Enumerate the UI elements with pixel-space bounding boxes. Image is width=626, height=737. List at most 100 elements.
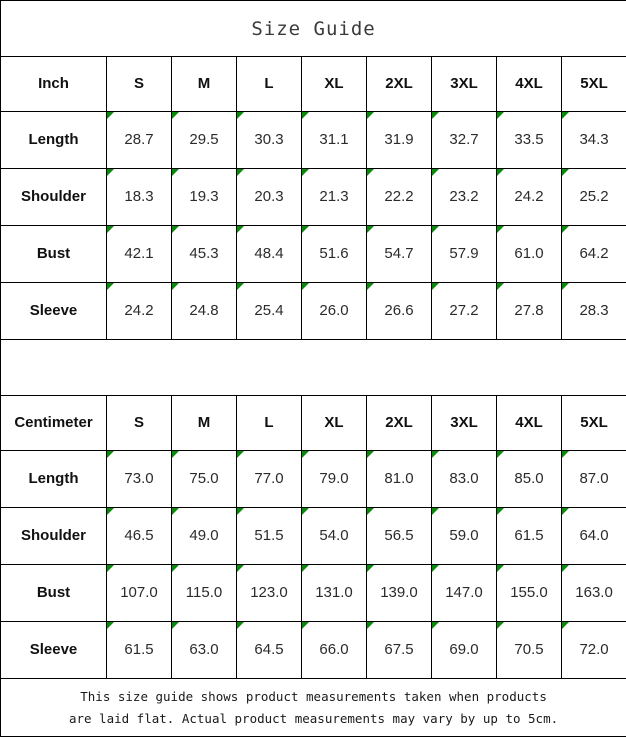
data-cell: 64.0 <box>562 508 626 565</box>
comment-marker-icon <box>497 451 504 458</box>
note-row: This size guide shows product measuremen… <box>1 679 626 737</box>
size-label-m: M <box>198 75 211 92</box>
cell-value: 23.2 <box>449 188 478 205</box>
data-cell: 163.0 <box>562 565 626 622</box>
comment-marker-icon <box>237 283 244 290</box>
comment-marker-icon <box>237 169 244 176</box>
row-label-cell: Shoulder <box>1 169 107 226</box>
data-cell: 67.5 <box>367 622 432 679</box>
cell-value: 63.0 <box>189 641 218 658</box>
data-cell: 29.5 <box>172 112 237 169</box>
comment-marker-icon <box>302 451 309 458</box>
data-cell: 70.5 <box>497 622 562 679</box>
comment-marker-icon <box>497 226 504 233</box>
data-cell: 63.0 <box>172 622 237 679</box>
cell-value: 85.0 <box>514 470 543 487</box>
comment-marker-icon <box>237 112 244 119</box>
inch-size-header-xl: XL <box>302 57 367 112</box>
comment-marker-icon <box>432 169 439 176</box>
comment-marker-icon <box>432 226 439 233</box>
row-label: Length <box>29 131 79 148</box>
comment-marker-icon <box>562 451 569 458</box>
cell-value: 73.0 <box>124 470 153 487</box>
cell-value: 24.2 <box>514 188 543 205</box>
size-label-xl: XL <box>324 414 343 431</box>
page-title: Size Guide <box>251 18 375 40</box>
data-cell: 27.2 <box>432 283 497 340</box>
table-row: Bust 107.0 115.0 123.0 131.0 139.0 147.0… <box>1 565 626 622</box>
cell-value: 147.0 <box>445 584 483 601</box>
cell-value: 48.4 <box>254 245 283 262</box>
data-cell: 69.0 <box>432 622 497 679</box>
cell-value: 25.4 <box>254 302 283 319</box>
row-label-cell: Length <box>1 112 107 169</box>
data-cell: 19.3 <box>172 169 237 226</box>
comment-marker-icon <box>107 169 114 176</box>
title-row: Size Guide <box>1 1 626 57</box>
row-label: Shoulder <box>21 527 86 544</box>
cell-value: 56.5 <box>384 527 413 544</box>
table-row: Sleeve 61.5 63.0 64.5 66.0 67.5 69.0 70.… <box>1 622 626 679</box>
comment-marker-icon <box>432 451 439 458</box>
inch-size-header-l: L <box>237 57 302 112</box>
data-cell: 20.3 <box>237 169 302 226</box>
cell-value: 29.5 <box>189 131 218 148</box>
data-cell: 56.5 <box>367 508 432 565</box>
data-cell: 28.3 <box>562 283 626 340</box>
cell-value: 72.0 <box>579 641 608 658</box>
cell-value: 59.0 <box>449 527 478 544</box>
cell-value: 21.3 <box>319 188 348 205</box>
cell-value: 54.7 <box>384 245 413 262</box>
data-cell: 31.1 <box>302 112 367 169</box>
cm-size-header-xl: XL <box>302 396 367 451</box>
table-row: Length 73.0 75.0 77.0 79.0 81.0 83.0 85.… <box>1 451 626 508</box>
cell-value: 28.3 <box>579 302 608 319</box>
comment-marker-icon <box>562 226 569 233</box>
cell-value: 61.5 <box>514 527 543 544</box>
cell-value: 81.0 <box>384 470 413 487</box>
comment-marker-icon <box>562 565 569 572</box>
data-cell: 64.5 <box>237 622 302 679</box>
comment-marker-icon <box>562 622 569 629</box>
data-cell: 34.3 <box>562 112 626 169</box>
data-cell: 83.0 <box>432 451 497 508</box>
data-cell: 61.5 <box>107 622 172 679</box>
comment-marker-icon <box>237 508 244 515</box>
size-label-5xl: 5XL <box>580 75 608 92</box>
cell-value: 19.3 <box>189 188 218 205</box>
comment-marker-icon <box>562 508 569 515</box>
comment-marker-icon <box>237 622 244 629</box>
cell-value: 31.1 <box>319 131 348 148</box>
data-cell: 107.0 <box>107 565 172 622</box>
cell-value: 67.5 <box>384 641 413 658</box>
size-label-l: L <box>264 75 273 92</box>
comment-marker-icon <box>367 451 374 458</box>
data-cell: 66.0 <box>302 622 367 679</box>
centimeter-unit-label: Centimeter <box>14 414 92 431</box>
row-label: Shoulder <box>21 188 86 205</box>
comment-marker-icon <box>497 565 504 572</box>
data-cell: 48.4 <box>237 226 302 283</box>
cell-value: 26.6 <box>384 302 413 319</box>
data-cell: 25.4 <box>237 283 302 340</box>
comment-marker-icon <box>562 169 569 176</box>
data-cell: 33.5 <box>497 112 562 169</box>
comment-marker-icon <box>302 508 309 515</box>
data-cell: 139.0 <box>367 565 432 622</box>
comment-marker-icon <box>562 283 569 290</box>
data-cell: 59.0 <box>432 508 497 565</box>
comment-marker-icon <box>107 283 114 290</box>
table-row: Shoulder 46.5 49.0 51.5 54.0 56.5 59.0 6… <box>1 508 626 565</box>
comment-marker-icon <box>172 622 179 629</box>
data-cell: 32.7 <box>432 112 497 169</box>
comment-marker-icon <box>367 283 374 290</box>
disclaimer-note: This size guide shows product measuremen… <box>1 686 626 729</box>
inch-size-header-3xl: 3XL <box>432 57 497 112</box>
cell-value: 27.8 <box>514 302 543 319</box>
comment-marker-icon <box>172 226 179 233</box>
data-cell: 49.0 <box>172 508 237 565</box>
cell-value: 79.0 <box>319 470 348 487</box>
comment-marker-icon <box>172 451 179 458</box>
spacer-cell <box>1 340 626 396</box>
cell-value: 163.0 <box>575 584 613 601</box>
